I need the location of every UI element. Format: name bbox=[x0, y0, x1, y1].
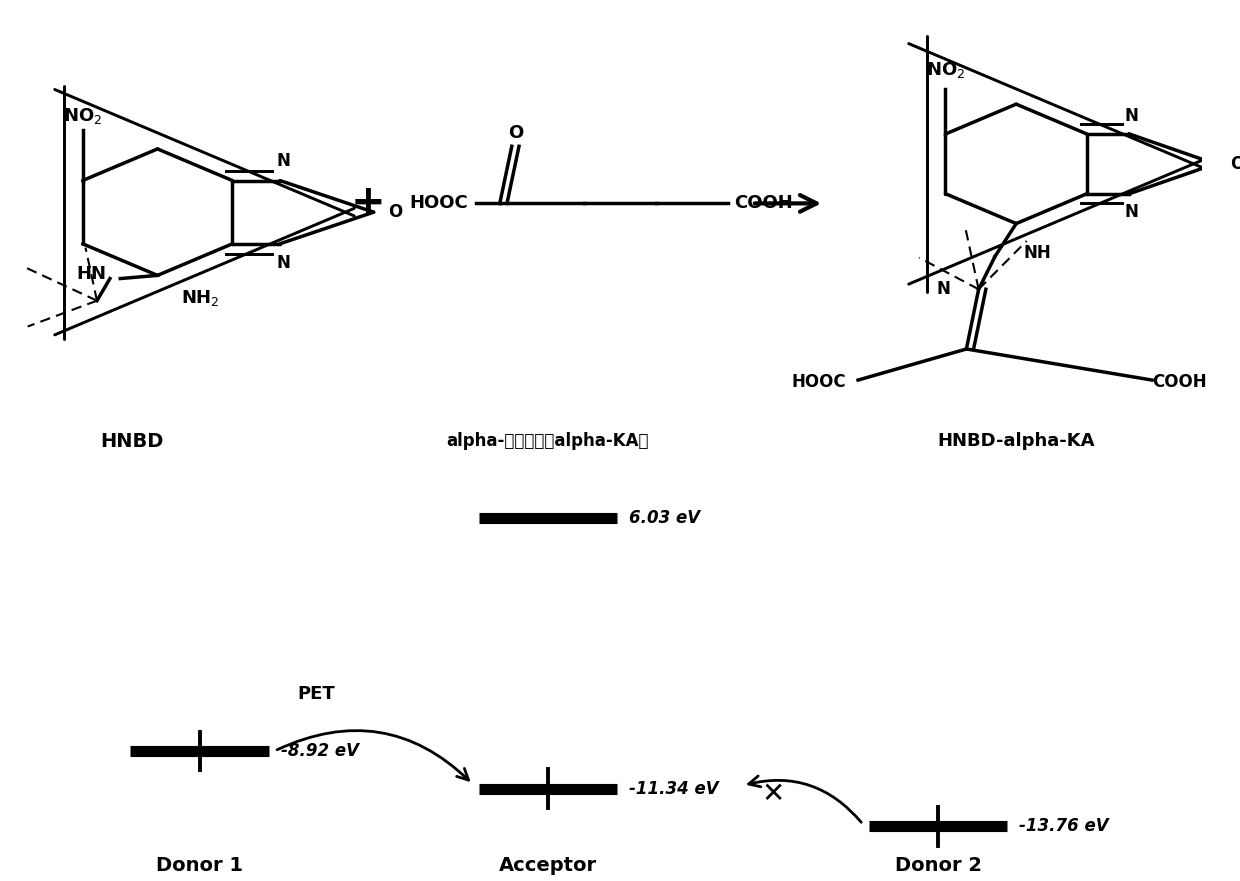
Text: N: N bbox=[277, 255, 290, 272]
Text: HN: HN bbox=[77, 265, 107, 283]
Text: -13.76 eV: -13.76 eV bbox=[1019, 818, 1109, 835]
Text: HNBD-alpha-KA: HNBD-alpha-KA bbox=[937, 432, 1095, 449]
Text: PET: PET bbox=[298, 685, 336, 703]
Text: NO$_2$: NO$_2$ bbox=[63, 106, 102, 126]
Text: O: O bbox=[507, 124, 523, 142]
Text: COOH: COOH bbox=[734, 195, 792, 212]
Text: NH: NH bbox=[1023, 244, 1052, 263]
Text: alpha-酮戊二酸（alpha-KA）: alpha-酮戊二酸（alpha-KA） bbox=[446, 432, 649, 449]
Text: N: N bbox=[1125, 203, 1138, 220]
Text: N: N bbox=[936, 280, 950, 299]
Text: O: O bbox=[1230, 155, 1240, 173]
Text: NH$_2$: NH$_2$ bbox=[181, 287, 219, 307]
Text: 6.03 eV: 6.03 eV bbox=[629, 509, 701, 528]
Text: +: + bbox=[351, 182, 386, 225]
Text: Donor 1: Donor 1 bbox=[156, 856, 243, 875]
Text: O: O bbox=[388, 204, 402, 221]
Text: Donor 2: Donor 2 bbox=[894, 856, 982, 875]
Text: N: N bbox=[1125, 107, 1138, 125]
Text: N: N bbox=[277, 152, 290, 170]
Text: HOOC: HOOC bbox=[409, 195, 469, 212]
Text: -8.92 eV: -8.92 eV bbox=[280, 742, 358, 760]
Text: HOOC: HOOC bbox=[791, 373, 846, 391]
Text: ✕: ✕ bbox=[761, 781, 785, 808]
Text: HNBD: HNBD bbox=[100, 432, 164, 451]
Text: Acceptor: Acceptor bbox=[498, 856, 596, 875]
Text: -11.34 eV: -11.34 eV bbox=[629, 780, 718, 797]
Text: NO$_2$: NO$_2$ bbox=[926, 60, 965, 80]
Text: COOH: COOH bbox=[1152, 373, 1207, 391]
